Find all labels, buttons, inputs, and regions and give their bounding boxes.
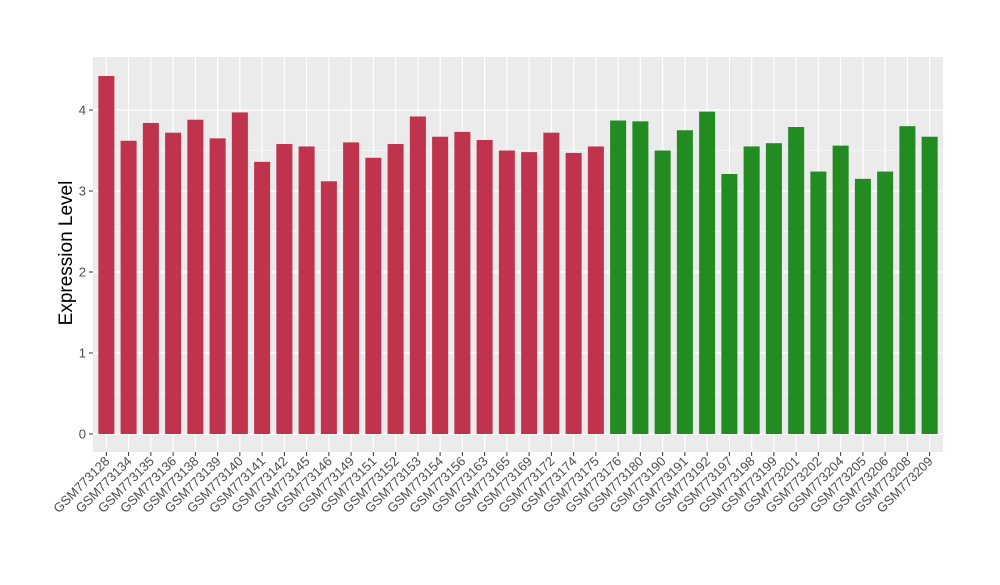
y-tick-label: 3 [79,184,86,199]
y-axis: 0 1 2 3 4 [79,103,93,442]
bar-GSM773128 [98,75,115,434]
bar-GSM773154 [432,136,449,435]
bar-GSM773180 [632,121,649,434]
bar-GSM773192 [699,111,716,435]
bar-GSM773152 [387,144,404,434]
bar-GSM773205 [854,178,871,434]
y-axis-label: Expression Level [56,181,77,326]
bar-GSM773140 [231,112,248,435]
y-tick-label: 4 [79,103,86,118]
bar-GSM773204 [832,145,849,434]
bar-GSM773135 [142,122,159,435]
y-tick-label: 2 [79,265,86,280]
bar-GSM773169 [521,152,538,434]
bar-GSM773149 [343,142,360,434]
bar-GSM773141 [254,161,271,434]
y-tick-label: 1 [79,346,86,361]
bar-GSM773201 [788,127,805,434]
bar-GSM773139 [209,138,226,434]
bar-GSM773142 [276,144,293,434]
bar-GSM773138 [187,119,204,434]
bar-GSM773175 [587,146,604,434]
bars-group [98,75,938,435]
bar-GSM773174 [565,152,582,434]
bar-GSM773191 [676,130,693,434]
bar-GSM773145 [298,146,315,434]
bar-GSM773172 [543,132,560,434]
bar-GSM773209 [921,136,938,435]
x-axis: GSM773128GSM773134GSM773135GSM773136GSM7… [50,452,936,516]
bar-GSM773146 [320,181,337,434]
bar-GSM773198 [743,146,760,434]
bar-GSM773208 [899,126,916,434]
bar-GSM773197 [721,173,738,435]
bar-GSM773163 [476,139,493,434]
bar-GSM773202 [810,171,827,434]
bar-GSM773206 [877,171,894,434]
bar-GSM773134 [120,140,137,434]
bar-GSM773136 [165,132,182,434]
bar-GSM773153 [409,116,426,434]
bar-GSM773176 [610,120,627,434]
y-tick-label: 0 [79,427,86,442]
bar-GSM773190 [654,150,671,434]
bar-GSM773156 [454,131,471,434]
bar-GSM773151 [365,157,382,435]
bar-GSM773165 [498,150,515,434]
bar-GSM773199 [765,143,782,434]
